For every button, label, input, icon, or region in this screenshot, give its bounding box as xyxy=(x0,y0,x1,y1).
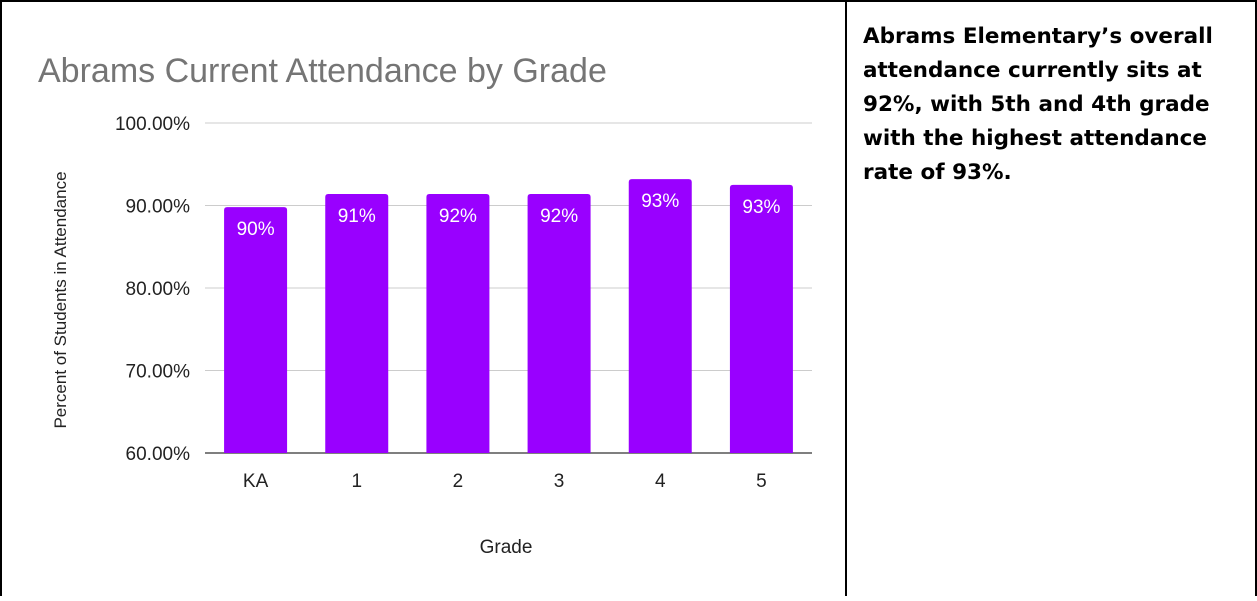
bar-4 xyxy=(628,179,692,453)
bar-1 xyxy=(325,193,389,453)
summary-cell: Abrams Elementary’s overall attendance c… xyxy=(847,0,1253,596)
bar-2 xyxy=(426,193,490,453)
data-label: 92% xyxy=(540,206,578,227)
data-label: 93% xyxy=(641,191,679,212)
x-tick-label: KA xyxy=(243,471,269,492)
x-tick-label: 4 xyxy=(655,471,666,492)
x-tick-label: 5 xyxy=(756,471,767,492)
x-tick-label: 3 xyxy=(554,471,565,492)
data-label: 90% xyxy=(237,219,275,240)
y-tick-label: 80.00% xyxy=(126,279,191,300)
bar-ka xyxy=(224,207,288,453)
data-label: 91% xyxy=(338,206,376,227)
x-tick-label: 1 xyxy=(351,471,362,492)
bar-3 xyxy=(527,193,591,453)
y-tick-label: 90.00% xyxy=(126,197,191,218)
attendance-bar-chart: Abrams Current Attendance by Grade 60.00… xyxy=(38,52,812,558)
y-axis-title: Percent of Students in Attendance xyxy=(51,171,70,428)
y-tick-label: 60.00% xyxy=(126,444,191,465)
data-label: 92% xyxy=(439,206,477,227)
table-divider xyxy=(845,0,847,596)
chart-cell: Abrams Current Attendance by Grade 60.00… xyxy=(38,52,812,558)
x-axis-title: Grade xyxy=(480,537,533,558)
y-tick-label: 70.00% xyxy=(126,362,191,383)
x-tick-label: 2 xyxy=(453,471,464,492)
y-tick-label: 100.00% xyxy=(115,114,190,135)
data-label: 93% xyxy=(742,197,780,218)
chart-title: Abrams Current Attendance by Grade xyxy=(38,52,607,90)
summary-text: Abrams Elementary’s overall attendance c… xyxy=(863,24,1213,185)
bar-5 xyxy=(729,184,793,453)
